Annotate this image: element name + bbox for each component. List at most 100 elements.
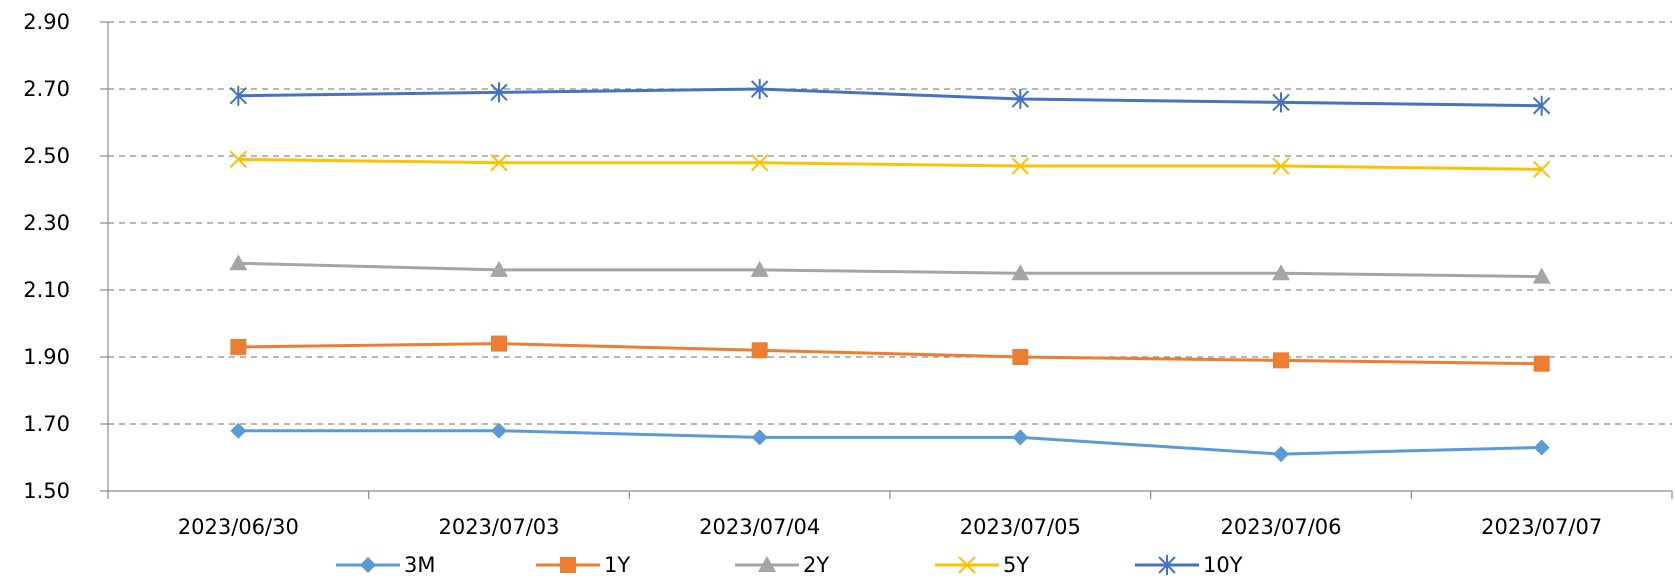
- diamond-marker-shape: [360, 557, 376, 573]
- legend-marker: [958, 556, 976, 574]
- data-point: [490, 260, 508, 277]
- x-marker-shape: [750, 153, 769, 172]
- diamond-marker-shape: [1533, 439, 1550, 456]
- axes: 1.50 1.70 1.90 2.10 2.30 2.50 2.70 2.90 2023/06/…: [23, 10, 1673, 539]
- legend-item-10y: 10Y: [1135, 553, 1243, 577]
- data-point: [1012, 349, 1029, 365]
- data-point: [750, 153, 769, 172]
- data-point: [491, 422, 507, 439]
- diamond-marker-shape: [230, 422, 247, 439]
- data-point: [230, 338, 247, 355]
- x-marker-shape: [1272, 157, 1290, 175]
- data-point: [1012, 429, 1029, 446]
- legend-marker: [360, 557, 376, 573]
- series-line-5y: [238, 157, 1542, 171]
- series-3m: [230, 422, 1550, 463]
- triangle-marker-shape: [1272, 264, 1290, 281]
- data-point: [1273, 446, 1289, 463]
- star-marker-shape: [1158, 555, 1176, 575]
- data-point: [230, 422, 247, 439]
- legend-label: 10Y: [1203, 553, 1243, 577]
- star-marker-shape: [1011, 89, 1030, 110]
- y-tick-label: 2.50: [23, 144, 70, 168]
- series-10y: [229, 79, 1551, 116]
- triangle-marker-shape: [1011, 264, 1030, 281]
- x-tick-label: 2023/07/06: [1220, 515, 1341, 539]
- data-point: [750, 79, 769, 99]
- x-marker-shape: [1011, 157, 1030, 175]
- legend-item-3m: 3M: [336, 553, 435, 577]
- data-point: [1272, 264, 1290, 281]
- series-line-2y: [238, 261, 1542, 279]
- triangle-marker-shape: [1532, 267, 1551, 284]
- legend: 3M 1Y 2Y 5Y 10Y: [336, 553, 1243, 577]
- data-point: [1533, 355, 1550, 372]
- x-tick-label: 2023/07/07: [1481, 515, 1602, 539]
- star-marker-shape: [1532, 95, 1551, 116]
- legend-label: 1Y: [604, 553, 630, 577]
- triangle-marker-shape: [758, 556, 776, 572]
- series-1y: [230, 335, 1550, 372]
- data-point: [491, 335, 507, 352]
- y-tick-label: 2.70: [23, 77, 70, 101]
- legend-marker: [758, 556, 776, 572]
- legend-label: 3M: [404, 553, 435, 577]
- data-point: [1011, 264, 1030, 281]
- star-marker-shape: [490, 82, 508, 103]
- gridlines: [108, 21, 1672, 425]
- data-point: [1011, 89, 1030, 110]
- legend-item-1y: 1Y: [536, 553, 630, 577]
- data-point: [1532, 267, 1551, 284]
- star-marker-shape: [750, 79, 769, 99]
- y-tick-label: 1.90: [23, 345, 70, 369]
- data-point: [1532, 95, 1551, 116]
- square-marker-shape: [751, 342, 768, 359]
- square-marker-shape: [1273, 352, 1289, 369]
- square-marker-shape: [1533, 355, 1550, 372]
- data-point: [1011, 157, 1030, 175]
- legend-label: 2Y: [803, 553, 829, 577]
- data-point: [1532, 160, 1551, 179]
- diamond-marker-shape: [491, 422, 507, 439]
- triangle-marker-shape: [229, 254, 248, 271]
- x-marker-shape: [1532, 160, 1551, 179]
- data-point: [490, 153, 508, 172]
- y-tick-label: 1.70: [23, 412, 70, 436]
- data-point: [750, 260, 769, 277]
- data-point: [751, 342, 768, 359]
- star-marker-shape: [229, 85, 248, 106]
- y-tick-label: 2.10: [23, 278, 70, 302]
- series-line-1y: [238, 342, 1542, 366]
- data-point: [229, 150, 248, 169]
- y-tick-label: 2.90: [23, 10, 70, 34]
- square-marker-shape: [230, 338, 247, 355]
- series-5y: [229, 150, 1551, 179]
- square-marker-shape: [491, 335, 507, 352]
- data-point: [1272, 92, 1290, 113]
- y-tick-label: 2.30: [23, 211, 70, 235]
- data-point: [490, 82, 508, 103]
- legend-marker: [560, 557, 576, 573]
- x-marker-shape: [958, 556, 976, 574]
- x-marker-shape: [229, 150, 248, 169]
- data-point: [1272, 157, 1290, 175]
- y-tick-label: 1.50: [23, 479, 70, 503]
- x-tick-label: 2023/07/03: [438, 515, 559, 539]
- series-line-3m: [238, 429, 1542, 456]
- legend-item-2y: 2Y: [735, 553, 829, 577]
- triangle-marker-shape: [750, 260, 769, 277]
- star-marker-shape: [1272, 92, 1290, 113]
- square-marker-shape: [1012, 349, 1029, 365]
- diamond-marker-shape: [1273, 446, 1289, 463]
- x-tick-label: 2023/06/30: [178, 515, 299, 539]
- x-tick-label: 2023/07/05: [960, 515, 1081, 539]
- triangle-marker-shape: [490, 260, 508, 277]
- data-point: [1273, 352, 1289, 369]
- data-point: [229, 85, 248, 106]
- data-point: [751, 429, 768, 446]
- legend-label: 5Y: [1003, 553, 1029, 577]
- series-group: [229, 79, 1551, 463]
- data-point: [1533, 439, 1550, 456]
